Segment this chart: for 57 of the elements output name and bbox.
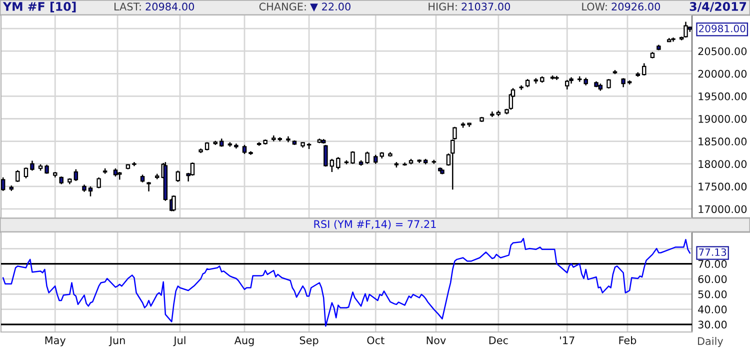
text: 3/4/2017: [690, 2, 746, 12]
candlestick: [324, 144, 328, 168]
candlestick: [176, 170, 180, 183]
candlestick: [565, 79, 570, 90]
x-tick-label: Oct: [367, 336, 384, 344]
candlestick: [336, 156, 340, 170]
candlestick: [88, 186, 93, 197]
candlestick: [374, 154, 378, 164]
annotation: 77.13: [699, 248, 726, 256]
x-tick-label: Nov: [426, 336, 446, 344]
candlestick: [684, 21, 688, 38]
candlestick: [350, 150, 355, 164]
y-tick-label: 17500.00: [698, 182, 747, 191]
candlestick: [621, 78, 626, 88]
x-tick-label: Sep: [300, 336, 318, 346]
x-tick-label: Jun: [108, 336, 125, 346]
y-tick-label: 20000.00: [698, 70, 747, 78]
candlestick: [190, 162, 195, 176]
candlestick: [44, 164, 49, 174]
candlestick: [606, 78, 611, 90]
y-tick-label: 40.00: [698, 306, 727, 314]
text: LOW: 20926.00: [582, 2, 660, 11]
x-tick-label: Jul: [173, 336, 186, 346]
y-tick-label: 60.00: [698, 275, 727, 284]
text: LAST: 20984.00: [114, 2, 194, 11]
x-tick-label: Aug: [234, 336, 254, 346]
candlestick: [24, 166, 28, 179]
candlestick: [16, 170, 20, 183]
line-series: [2, 238, 691, 327]
candlestick: [330, 158, 334, 173]
x-tick-label: Dec: [489, 336, 508, 344]
candlestick: [365, 151, 370, 164]
y-tick-label: 50.00: [698, 290, 727, 298]
chart-title: RSI (YM #F,14) = 77.21: [314, 220, 436, 230]
y-tick-label: 19500.00: [698, 92, 747, 100]
text: CHANGE: ▼ 22.00: [259, 2, 350, 12]
ref-line-label: 70.00: [698, 260, 727, 268]
y-tick-label: 18000.00: [698, 160, 747, 168]
candlestick: [242, 144, 247, 155]
ref-line-label: 30.00: [698, 320, 727, 329]
x-tick-label: Feb: [619, 336, 636, 344]
y-tick-label: 18500.00: [698, 138, 747, 146]
candlestick: [172, 194, 176, 212]
candlestick: [146, 181, 151, 192]
candlestick: [642, 62, 646, 76]
candlestick: [1, 176, 6, 192]
annotation: 20981.00: [698, 24, 746, 32]
y-tick-label: 17000.00: [698, 205, 747, 214]
text: HIGH: 21037.00: [428, 2, 510, 11]
candlestick: [30, 160, 34, 172]
chart-title: YM #F [10]: [2, 2, 76, 12]
text: Daily: [698, 336, 724, 348]
x-tick-label: May: [45, 336, 66, 346]
y-tick-label: 20500.00: [698, 47, 747, 56]
x-tick-label: '17: [560, 336, 574, 344]
y-tick-label: 19000.00: [698, 114, 747, 123]
candlestick: [74, 168, 78, 182]
